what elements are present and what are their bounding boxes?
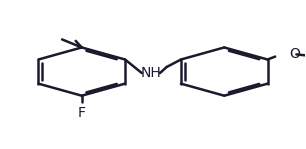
Text: F: F — [78, 106, 86, 120]
Text: O: O — [289, 47, 300, 61]
Text: NH: NH — [140, 66, 161, 80]
